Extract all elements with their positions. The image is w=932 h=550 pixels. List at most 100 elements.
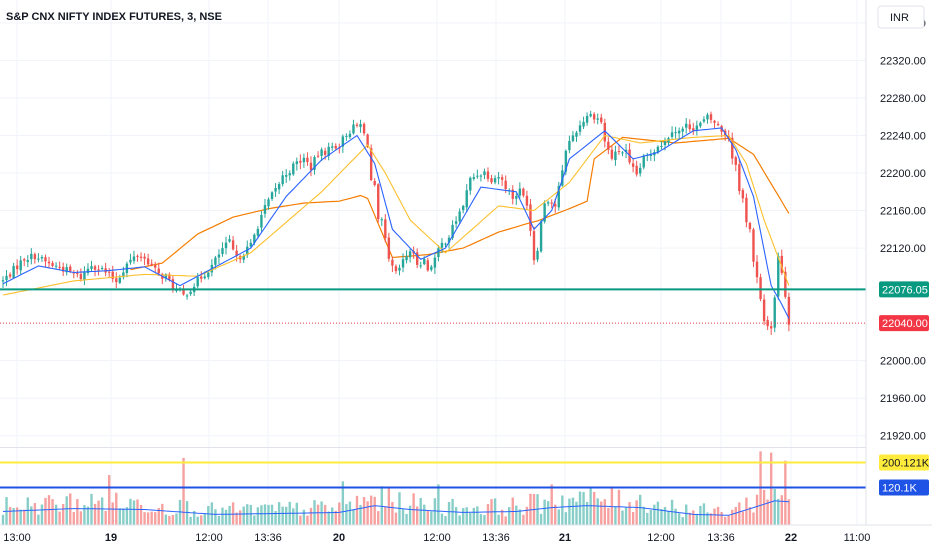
volume-bar — [171, 515, 175, 525]
candle-body — [426, 260, 429, 271]
candle-body — [486, 171, 490, 179]
candle-body — [260, 215, 263, 228]
volume-bar — [674, 508, 677, 525]
volume-bar — [596, 498, 599, 525]
price-axis[interactable]: 22360.0022320.0022280.0022240.0022200.00… — [880, 18, 926, 443]
candle-body — [419, 265, 422, 267]
volume-bar — [423, 504, 426, 525]
candle-body — [189, 291, 192, 295]
volume-bar — [33, 503, 37, 525]
volume-bar — [238, 510, 242, 525]
candle-body — [327, 146, 330, 156]
candle-body — [755, 261, 759, 278]
candle-body — [23, 259, 26, 261]
candle-body — [462, 206, 465, 211]
volume-bar — [136, 499, 139, 525]
last-price-badge — [879, 315, 929, 332]
volume-bar — [773, 488, 776, 525]
candle-body — [688, 124, 691, 130]
volume-bar — [444, 516, 447, 525]
volume-bar — [154, 512, 157, 525]
candle-body — [154, 265, 157, 268]
candle-body — [228, 239, 231, 242]
candle-body — [692, 128, 695, 131]
volume-bar — [285, 506, 288, 525]
candle-body — [217, 254, 221, 258]
currency-button[interactable] — [877, 5, 925, 29]
volume-bar — [235, 512, 238, 525]
candle-body — [752, 229, 755, 262]
time-axis[interactable]: 13:00 19 12:00 13:36 20 12:00 13:36 21 12:00 13:3… — [3, 532, 870, 544]
volume-bar — [249, 504, 252, 525]
candle-body — [695, 125, 699, 130]
volume-bar — [677, 513, 681, 525]
candle-body — [277, 184, 281, 190]
volume-bar — [302, 509, 306, 525]
volume-bar — [458, 515, 461, 525]
volume-bar — [359, 505, 362, 525]
candle-body — [571, 135, 575, 142]
candle-body — [295, 161, 299, 165]
candle-body — [44, 257, 47, 262]
volume-bar — [76, 499, 79, 525]
volume-bar — [44, 497, 47, 525]
volume-bar — [777, 498, 780, 525]
volume-bar — [168, 515, 171, 525]
candle-body — [727, 135, 730, 138]
volume-bar — [242, 506, 245, 525]
candle-body — [1, 280, 5, 282]
volume-bar — [670, 499, 674, 525]
candle-body — [267, 199, 270, 207]
volume-bar — [129, 498, 132, 525]
volume-bar — [355, 495, 359, 525]
volume-bar — [118, 508, 122, 525]
volume-bar — [430, 511, 433, 525]
volume-bar — [561, 495, 564, 525]
candle-body — [617, 150, 621, 152]
support-label: 22076.05 — [882, 284, 928, 296]
candle-body — [685, 123, 688, 128]
volume-bar — [787, 499, 791, 525]
volume-bar — [299, 515, 302, 525]
candle-body — [780, 255, 783, 273]
candle-body — [373, 180, 376, 185]
candle-body — [86, 268, 90, 273]
candle-body — [369, 148, 373, 181]
candle-body — [631, 163, 635, 167]
volume-bar — [306, 515, 309, 525]
candle-body — [8, 274, 12, 277]
volume-bar — [472, 507, 476, 525]
volume-pane — [1, 451, 791, 525]
candle-body — [741, 190, 745, 199]
volume-bar — [476, 506, 479, 525]
volume-bar — [454, 507, 458, 525]
volume-bar — [100, 497, 104, 525]
volume-bar — [26, 497, 29, 525]
volume-bar — [550, 484, 553, 525]
volume-bar — [157, 508, 160, 525]
volume-bar — [320, 501, 323, 525]
candle-body — [734, 157, 737, 165]
volume-bar — [224, 509, 228, 525]
volume-bar — [568, 498, 571, 525]
candle-body — [65, 267, 68, 273]
candle-body — [451, 224, 454, 239]
candle-body — [203, 276, 206, 279]
volume-bar — [699, 505, 702, 525]
time-tick: 12:00 — [195, 532, 223, 544]
volume-bar — [483, 515, 486, 525]
candle-body — [716, 123, 720, 126]
volume-bar — [72, 512, 75, 525]
volume-bar — [600, 501, 603, 525]
candle-body — [19, 260, 22, 271]
volume-bar — [54, 504, 58, 525]
candle-body — [302, 157, 306, 163]
candle-body — [454, 221, 458, 224]
candle-body — [437, 248, 440, 257]
candle-body — [532, 231, 536, 261]
candle-body — [639, 167, 642, 174]
volume-bar — [720, 511, 723, 525]
volume-bar — [246, 504, 249, 525]
time-tick: 13:36 — [482, 532, 510, 544]
